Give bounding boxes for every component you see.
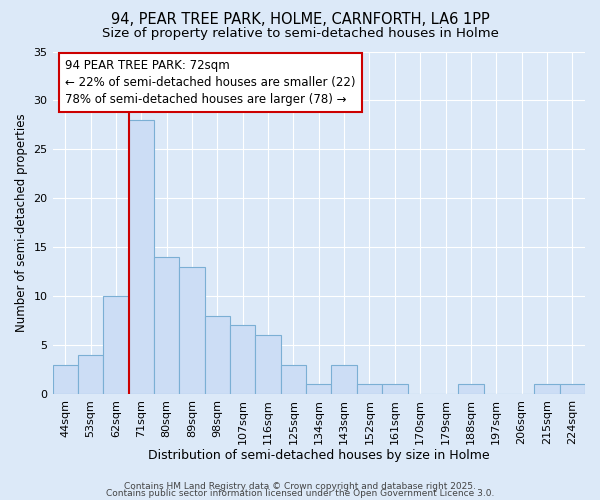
- Bar: [458, 384, 484, 394]
- Bar: [560, 384, 585, 394]
- Text: Contains HM Land Registry data © Crown copyright and database right 2025.: Contains HM Land Registry data © Crown c…: [124, 482, 476, 491]
- Bar: [534, 384, 560, 394]
- Text: 94, PEAR TREE PARK, HOLME, CARNFORTH, LA6 1PP: 94, PEAR TREE PARK, HOLME, CARNFORTH, LA…: [110, 12, 490, 28]
- Bar: [256, 336, 281, 394]
- Bar: [179, 267, 205, 394]
- Y-axis label: Number of semi-detached properties: Number of semi-detached properties: [15, 114, 28, 332]
- Bar: [205, 316, 230, 394]
- Text: 94 PEAR TREE PARK: 72sqm
← 22% of semi-detached houses are smaller (22)
78% of s: 94 PEAR TREE PARK: 72sqm ← 22% of semi-d…: [65, 60, 356, 106]
- Bar: [53, 364, 78, 394]
- Text: Contains public sector information licensed under the Open Government Licence 3.: Contains public sector information licen…: [106, 489, 494, 498]
- Bar: [230, 326, 256, 394]
- X-axis label: Distribution of semi-detached houses by size in Holme: Distribution of semi-detached houses by …: [148, 450, 490, 462]
- Bar: [357, 384, 382, 394]
- Bar: [128, 120, 154, 394]
- Bar: [281, 364, 306, 394]
- Bar: [78, 355, 103, 394]
- Bar: [306, 384, 331, 394]
- Bar: [103, 296, 128, 394]
- Bar: [331, 364, 357, 394]
- Text: Size of property relative to semi-detached houses in Holme: Size of property relative to semi-detach…: [101, 28, 499, 40]
- Bar: [382, 384, 407, 394]
- Bar: [154, 257, 179, 394]
